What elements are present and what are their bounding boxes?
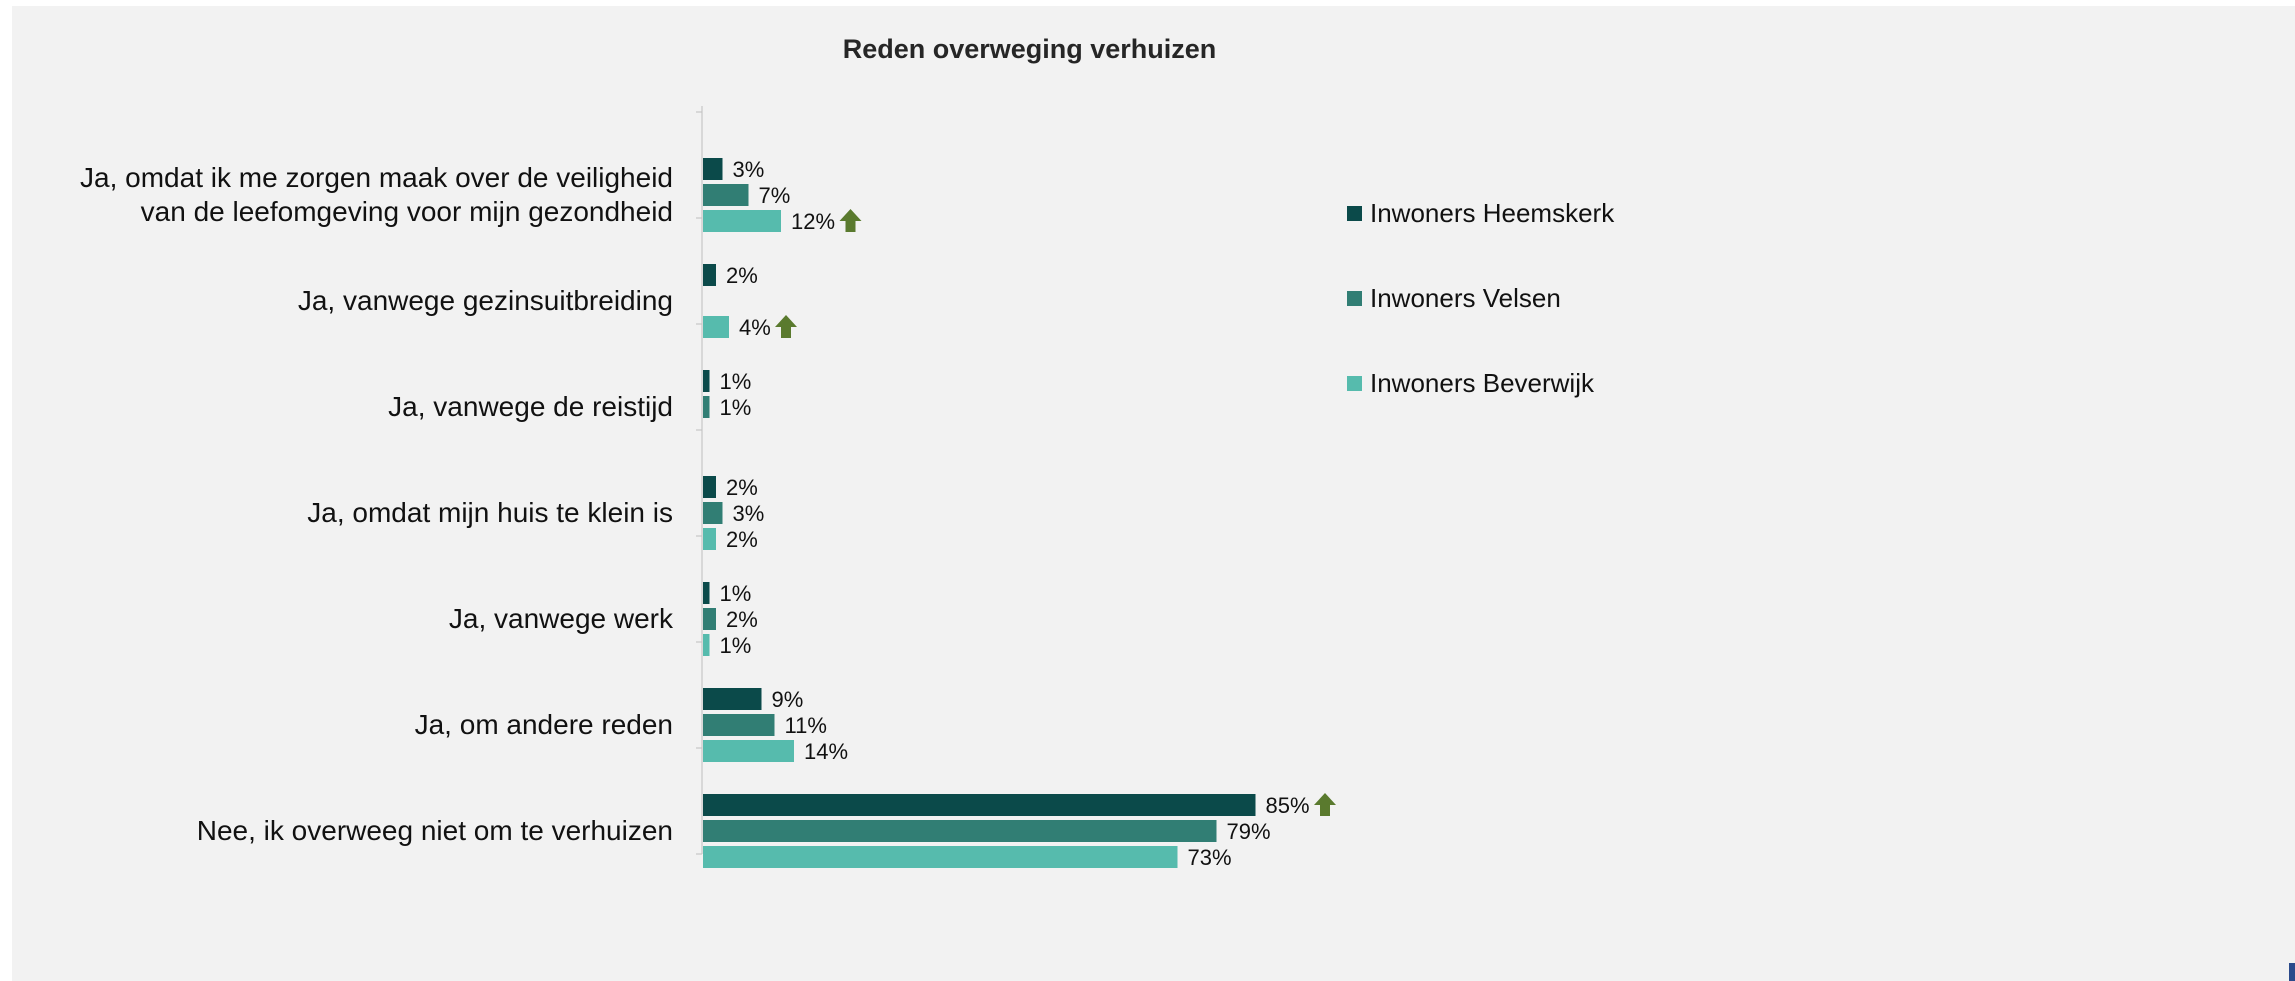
data-label: 3% <box>733 501 765 526</box>
bar <box>703 634 710 656</box>
category-label: Ja, vanwege de reistijd <box>388 391 673 422</box>
data-label: 11% <box>785 713 827 738</box>
bar <box>703 476 716 498</box>
bar <box>703 582 710 604</box>
bar <box>703 264 716 286</box>
legend-item: Inwoners Beverwijk <box>1347 366 1614 400</box>
data-label: 85% <box>1266 793 1310 818</box>
arrow-up-icon <box>775 315 797 338</box>
data-label: 73% <box>1188 845 1232 870</box>
data-label: 7% <box>759 183 791 208</box>
bar-chart: 3%7%12%2%4%1%1%2%3%2%1%2%1%9%11%14%85%79… <box>696 106 1336 870</box>
data-label: 1% <box>720 581 752 606</box>
category-label: Ja, vanwege werk <box>448 603 673 634</box>
bar <box>703 846 1178 868</box>
bar <box>703 316 729 338</box>
bar <box>703 794 1256 816</box>
category-label: Ja, om andere reden <box>414 709 673 740</box>
category-label: Nee, ik overweeg niet om te verhuizen <box>196 815 673 846</box>
data-label: 1% <box>720 369 752 394</box>
bar <box>703 714 775 736</box>
data-label: 1% <box>720 633 752 658</box>
legend-label: Inwoners Velsen <box>1370 282 1561 313</box>
bar <box>703 184 749 206</box>
bar <box>703 158 723 180</box>
bar <box>703 740 794 762</box>
legend-item: Inwoners Heemskerk <box>1347 196 1614 230</box>
data-label: 12% <box>791 209 835 234</box>
bar <box>703 608 716 630</box>
data-label: 79% <box>1227 819 1271 844</box>
category-label: Ja, vanwege gezinsuitbreiding <box>297 285 673 316</box>
chart-panel: Reden overweging verhuizen Ja, omdat ik … <box>12 6 2295 981</box>
bar <box>703 820 1217 842</box>
arrow-up-icon <box>1314 793 1336 816</box>
bar <box>703 688 762 710</box>
arrow-up-icon <box>839 209 862 232</box>
data-label: 4% <box>739 315 771 340</box>
data-label: 3% <box>733 157 765 182</box>
legend-swatch <box>1347 375 1362 391</box>
data-label: 2% <box>726 607 758 632</box>
data-label: 2% <box>726 527 758 552</box>
data-label: 2% <box>726 475 758 500</box>
legend-swatch <box>1347 290 1362 306</box>
data-label: 9% <box>772 687 804 712</box>
bar <box>703 210 781 232</box>
legend-swatch <box>1347 205 1362 221</box>
legend-label: Inwoners Beverwijk <box>1370 367 1594 398</box>
bar <box>703 528 716 550</box>
legend-label: Inwoners Heemskerk <box>1370 197 1615 228</box>
bar <box>703 370 710 392</box>
bar <box>703 502 723 524</box>
chart-title: Reden overweging verhuizen <box>842 34 1217 64</box>
legend: Inwoners Heemskerk Inwoners Velsen Inwoner… <box>1347 196 1614 451</box>
bar <box>703 396 710 418</box>
data-label: 2% <box>726 263 758 288</box>
data-label: 14% <box>804 739 848 764</box>
corner-mark <box>2289 963 2295 981</box>
category-label: Ja, omdat mijn huis te klein is <box>307 497 673 528</box>
legend-item: Inwoners Velsen <box>1347 281 1614 315</box>
category-label: Ja, omdat ik me zorgen maak over de veil… <box>80 162 673 227</box>
data-label: 1% <box>720 395 752 420</box>
